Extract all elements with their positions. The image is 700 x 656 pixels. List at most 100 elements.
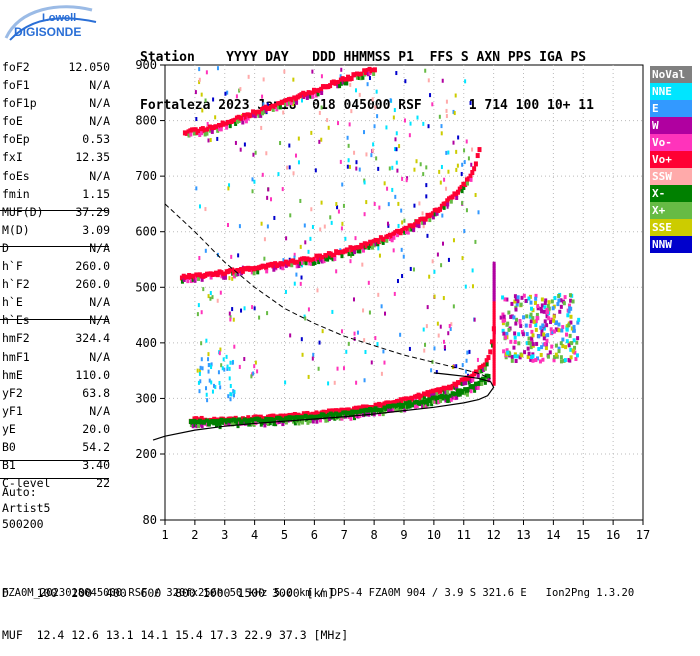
echo-point bbox=[366, 82, 369, 87]
echo-point bbox=[200, 310, 203, 315]
echo-point bbox=[227, 186, 230, 191]
trace-point bbox=[198, 133, 202, 138]
trace-point bbox=[465, 181, 469, 186]
echo-point bbox=[194, 90, 197, 95]
echo-point bbox=[400, 247, 403, 252]
echo-point bbox=[391, 187, 394, 192]
echo-point bbox=[395, 160, 398, 165]
trace-point bbox=[372, 243, 376, 248]
trace-point bbox=[360, 71, 365, 77]
echo-point bbox=[238, 88, 241, 93]
spread-point bbox=[562, 301, 566, 306]
x-tick-label: 15 bbox=[576, 528, 590, 542]
trace-point bbox=[301, 260, 305, 265]
echo-point bbox=[201, 108, 204, 113]
echo-point bbox=[211, 295, 214, 300]
echo-point bbox=[413, 167, 416, 172]
echo-point bbox=[427, 78, 430, 83]
echo-point bbox=[440, 131, 443, 136]
echo-point bbox=[468, 349, 471, 354]
echo-point bbox=[391, 165, 394, 170]
echo-point bbox=[455, 167, 458, 172]
trace-point bbox=[490, 339, 495, 345]
spread-point bbox=[501, 295, 505, 300]
echo-point bbox=[340, 226, 343, 231]
spread-point bbox=[514, 296, 518, 301]
trace-point bbox=[218, 123, 223, 129]
param-row: hmF1 N/A bbox=[2, 348, 162, 366]
spread-point bbox=[569, 298, 573, 303]
x-tick-label: 12 bbox=[486, 528, 500, 542]
cusp-point bbox=[492, 306, 496, 311]
param-label: yF2 bbox=[2, 385, 23, 400]
spread-point bbox=[525, 314, 529, 319]
spread-point bbox=[559, 355, 563, 360]
spread-point bbox=[557, 349, 561, 354]
echo-point bbox=[424, 68, 427, 73]
spread-point bbox=[557, 298, 561, 303]
echo-point bbox=[405, 178, 408, 183]
param-label: M(D) bbox=[2, 222, 30, 237]
cusp-point bbox=[492, 370, 496, 375]
param-value: 22 bbox=[96, 476, 110, 491]
echo-point bbox=[204, 248, 207, 253]
cusp-point bbox=[492, 283, 496, 288]
cusp-point bbox=[492, 359, 496, 364]
spread-point bbox=[528, 341, 532, 346]
trace-point bbox=[235, 119, 239, 124]
echo-point bbox=[452, 304, 455, 309]
cusp-point bbox=[492, 328, 496, 333]
spread-point bbox=[563, 295, 567, 300]
trace-point bbox=[462, 381, 466, 386]
spread-point bbox=[501, 312, 505, 317]
echo-point bbox=[198, 67, 201, 72]
echo-point bbox=[433, 346, 436, 351]
trace-point bbox=[485, 362, 489, 367]
echo-point bbox=[463, 148, 466, 153]
trace-point bbox=[315, 419, 319, 424]
echo-point bbox=[301, 352, 304, 357]
echo-point bbox=[230, 392, 233, 397]
echo-point bbox=[412, 267, 415, 272]
echo-point bbox=[228, 276, 231, 281]
spread-point bbox=[568, 333, 572, 338]
echo-point bbox=[223, 367, 226, 372]
echo-point bbox=[426, 233, 429, 238]
echo-point bbox=[284, 289, 287, 294]
trace-point bbox=[326, 418, 330, 423]
trace-point bbox=[454, 391, 459, 397]
echo-point bbox=[401, 176, 404, 181]
echo-point bbox=[426, 305, 429, 310]
echo-point bbox=[422, 224, 425, 229]
legend-item: W bbox=[650, 117, 692, 134]
trace-point bbox=[193, 127, 198, 133]
trace-point bbox=[477, 380, 482, 386]
spread-point bbox=[577, 317, 581, 322]
trace-point bbox=[455, 395, 459, 400]
echo-point bbox=[395, 147, 398, 152]
echo-point bbox=[445, 99, 448, 104]
echo-point bbox=[425, 194, 428, 199]
spread-point bbox=[528, 323, 532, 328]
spread-point bbox=[550, 317, 554, 322]
echo-point bbox=[384, 311, 387, 316]
echo-point bbox=[361, 262, 364, 267]
trace-point bbox=[186, 279, 190, 284]
echo-point bbox=[460, 171, 463, 176]
trace-point bbox=[400, 399, 405, 405]
trace-point bbox=[336, 84, 340, 89]
trace-point bbox=[299, 261, 303, 266]
echo-point bbox=[388, 166, 391, 171]
spread-point bbox=[567, 357, 571, 362]
spread-point bbox=[536, 316, 540, 321]
spread-point bbox=[557, 346, 561, 351]
trace-point bbox=[252, 422, 256, 427]
x-tick-label: 2 bbox=[191, 528, 198, 542]
echo-point bbox=[292, 171, 295, 176]
trace-point bbox=[223, 275, 227, 280]
echo-point bbox=[214, 115, 217, 120]
param-value: N/A bbox=[89, 313, 110, 328]
echo-point bbox=[445, 108, 448, 113]
spread-point bbox=[544, 298, 548, 303]
spread-point bbox=[534, 293, 538, 298]
